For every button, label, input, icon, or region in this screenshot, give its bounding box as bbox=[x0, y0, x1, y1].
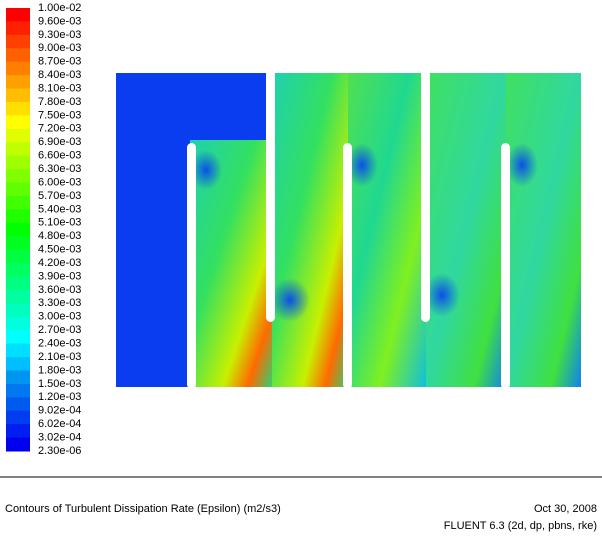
eddy bbox=[270, 278, 310, 322]
colorbar-label: 7.50e-03 bbox=[38, 109, 81, 121]
colorbar-label: 4.50e-03 bbox=[38, 244, 81, 256]
fin bbox=[187, 143, 196, 389]
colorbar-band bbox=[6, 8, 30, 22]
contour-field bbox=[116, 70, 581, 389]
colorbar-band bbox=[6, 61, 30, 76]
colorbar-band bbox=[6, 75, 30, 90]
colorbar-band bbox=[6, 222, 30, 237]
colorbar-label: 5.40e-03 bbox=[38, 203, 81, 215]
colorbar-band bbox=[6, 249, 30, 264]
fin bbox=[421, 70, 430, 322]
colorbar-label: 5.10e-03 bbox=[38, 217, 81, 229]
colorbar-band bbox=[6, 88, 30, 103]
colorbar-label: 7.20e-03 bbox=[38, 123, 81, 135]
colorbar-band bbox=[6, 169, 30, 184]
eddy bbox=[424, 273, 460, 317]
colorbar-label: 3.90e-03 bbox=[38, 270, 81, 282]
colorbar-label: 6.00e-03 bbox=[38, 176, 81, 188]
colorbar-band bbox=[6, 316, 30, 331]
colorbar-band bbox=[6, 195, 30, 210]
colorbar-label: 6.02e-04 bbox=[38, 418, 81, 430]
region bbox=[348, 73, 426, 387]
colorbar-band bbox=[6, 128, 30, 143]
colorbar-band bbox=[6, 142, 30, 157]
colorbar-label: 3.30e-03 bbox=[38, 297, 81, 309]
colorbar-band bbox=[6, 303, 30, 318]
colorbar-band bbox=[6, 263, 30, 277]
colorbar-label: 6.60e-03 bbox=[38, 150, 81, 162]
colorbar-band bbox=[6, 397, 30, 412]
colorbar-label: 4.80e-03 bbox=[38, 230, 81, 242]
colorbar-band bbox=[6, 343, 30, 358]
colorbar-band bbox=[6, 276, 30, 291]
colorbar-label: 3.02e-04 bbox=[38, 431, 81, 443]
colorbar-band bbox=[6, 370, 30, 385]
colorbar-label: 3.60e-03 bbox=[38, 284, 81, 296]
colorbar-label: 7.80e-03 bbox=[38, 96, 81, 108]
colorbar-label: 8.40e-03 bbox=[38, 69, 81, 81]
colorbar: 1.00e-029.60e-03 9.30e-039.00e-03 8.70e-03… bbox=[6, 2, 81, 457]
region bbox=[506, 73, 581, 387]
colorbar-band bbox=[6, 410, 30, 425]
colorbar-label: 5.70e-03 bbox=[38, 190, 81, 202]
colorbar-label: 2.70e-03 bbox=[38, 324, 81, 336]
caption-date: Oct 30, 2008 bbox=[534, 503, 597, 515]
colorbar-band bbox=[6, 101, 30, 116]
colorbar-band bbox=[6, 48, 30, 63]
fin bbox=[266, 70, 275, 322]
colorbar-label: 6.90e-03 bbox=[38, 136, 81, 148]
colorbar-band bbox=[6, 209, 30, 224]
colorbar-band bbox=[6, 437, 30, 452]
eddy bbox=[190, 150, 222, 190]
region bbox=[426, 73, 506, 387]
colorbar-band bbox=[6, 155, 30, 170]
colorbar-band bbox=[6, 424, 30, 439]
colorbar-label: 2.40e-03 bbox=[38, 338, 81, 350]
colorbar-label: 2.30e-06 bbox=[38, 445, 81, 457]
caption-title: Contours of Turbulent Dissipation Rate (… bbox=[5, 503, 281, 515]
region bbox=[272, 73, 348, 387]
caption-software: FLUENT 6.3 (2d, dp, pbns, rke) bbox=[444, 520, 597, 532]
fin bbox=[501, 143, 510, 389]
colorbar-label: 3.00e-03 bbox=[38, 311, 81, 323]
colorbar-label: 9.60e-03 bbox=[38, 15, 81, 27]
colorbar-label: 9.02e-04 bbox=[38, 405, 81, 417]
colorbar-label: 1.80e-03 bbox=[38, 364, 81, 376]
colorbar-band bbox=[6, 236, 30, 251]
eddy bbox=[346, 143, 378, 187]
colorbar-label: 1.00e-02 bbox=[38, 2, 81, 14]
colorbar-label: 4.20e-03 bbox=[38, 257, 81, 269]
fin bbox=[343, 143, 352, 389]
colorbar-band bbox=[6, 383, 30, 398]
colorbar-label: 9.00e-03 bbox=[38, 42, 81, 54]
colorbar-band bbox=[6, 21, 30, 36]
colorbar-band bbox=[6, 34, 30, 49]
colorbar-label: 1.20e-03 bbox=[38, 391, 81, 403]
eddy bbox=[506, 143, 538, 187]
colorbar-band bbox=[6, 182, 30, 197]
colorbar-band bbox=[6, 115, 30, 130]
colorbar-label: 8.10e-03 bbox=[38, 82, 81, 94]
colorbar-band bbox=[6, 357, 30, 371]
colorbar-band bbox=[6, 330, 30, 345]
colorbar-label: 1.50e-03 bbox=[38, 378, 81, 390]
colorbar-label: 6.30e-03 bbox=[38, 163, 81, 175]
colorbar-label: 8.70e-03 bbox=[38, 56, 81, 68]
colorbar-label: 9.30e-03 bbox=[38, 29, 81, 41]
colorbar-band bbox=[6, 289, 30, 304]
colorbar-label: 2.10e-03 bbox=[38, 351, 81, 363]
